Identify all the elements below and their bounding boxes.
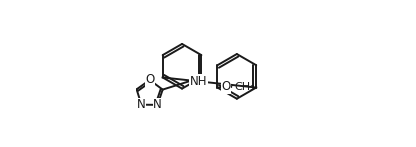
Text: N: N bbox=[137, 98, 146, 111]
Text: N: N bbox=[153, 98, 162, 111]
Text: O: O bbox=[221, 80, 231, 93]
Text: O: O bbox=[145, 74, 154, 86]
Text: NH: NH bbox=[189, 75, 207, 88]
Text: CH₃: CH₃ bbox=[234, 82, 255, 92]
